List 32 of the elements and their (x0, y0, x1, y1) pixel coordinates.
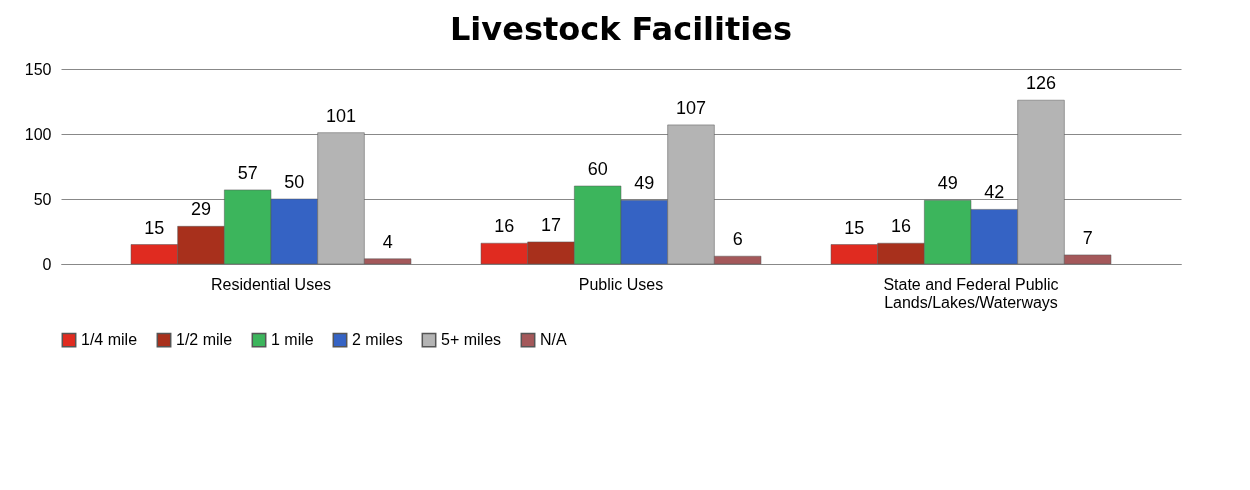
data-label: 49 (634, 173, 655, 194)
chart-title: Livestock Facilities (449, 10, 793, 48)
legend-label: 2 miles (352, 331, 403, 349)
x-tick-label: Public Uses (578, 275, 664, 293)
x-tick-label: State and Federal Public Lands/Lakes/Waterways (883, 275, 1059, 311)
data-label: 4 (382, 231, 393, 252)
data-label: 16 (494, 216, 515, 237)
y-tick-label: 50 (33, 190, 52, 208)
y-tick-label: 150 (24, 60, 52, 78)
data-label: 15 (144, 217, 165, 238)
data-label: 101 (325, 105, 357, 126)
data-label: 29 (190, 199, 212, 220)
legend-label: N/A (540, 331, 567, 349)
data-label: 42 (984, 182, 1005, 203)
legend-label: 5+ miles (441, 331, 502, 349)
data-label: 107 (675, 97, 707, 118)
data-label: 6 (732, 229, 743, 250)
data-label: 50 (284, 172, 305, 192)
x-tick-label: Residential Uses (210, 275, 332, 293)
data-label: 17 (540, 214, 562, 235)
data-label: 15 (844, 217, 865, 238)
legend-label: 1 mile (271, 331, 314, 349)
data-label: 49 (937, 173, 958, 194)
data-label: 57 (237, 162, 258, 183)
data-label: 126 (1025, 73, 1057, 94)
data-label: 16 (890, 216, 912, 237)
legend-label: 1/2 mile (176, 331, 233, 349)
data-label: 60 (587, 159, 608, 179)
y-tick-label: 0 (42, 255, 52, 273)
legend-label: 1/4 mile (81, 331, 138, 349)
data-label: 7 (1082, 227, 1093, 248)
y-tick-label: 100 (24, 125, 52, 143)
